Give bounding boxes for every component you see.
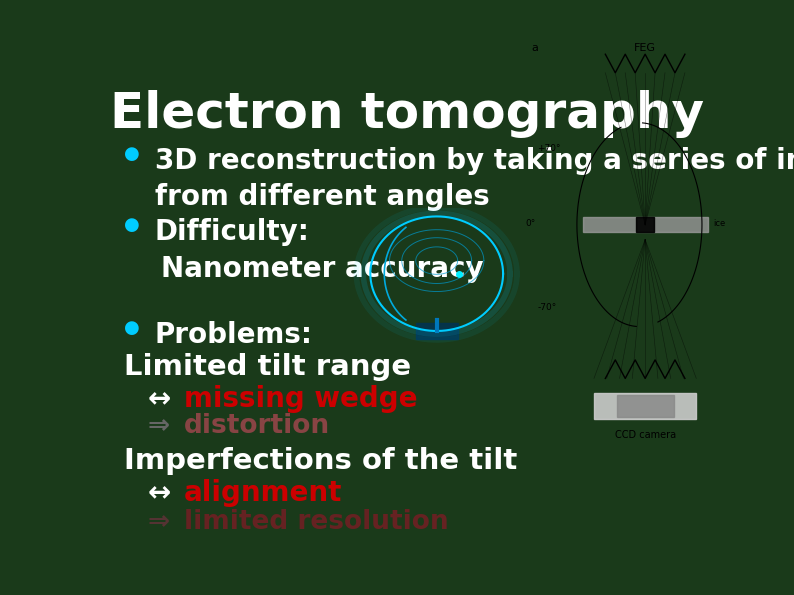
Bar <box>416 322 457 339</box>
Text: ⇒: ⇒ <box>148 413 179 439</box>
Text: FEG: FEG <box>634 42 656 52</box>
Text: from different angles: from different angles <box>155 183 489 211</box>
Text: Difficulty:: Difficulty: <box>155 218 310 246</box>
Bar <box>583 217 707 232</box>
Text: alignment: alignment <box>184 479 342 507</box>
Text: ●: ● <box>124 216 140 234</box>
Text: Imperfections of the tilt: Imperfections of the tilt <box>124 447 517 475</box>
Bar <box>594 393 696 419</box>
Bar <box>636 217 654 232</box>
Text: 3D reconstruction by taking a series of images: 3D reconstruction by taking a series of … <box>155 147 794 175</box>
Text: ice: ice <box>713 218 726 228</box>
Text: Problems:: Problems: <box>155 321 313 349</box>
Text: 0°: 0° <box>526 218 536 228</box>
Text: -70°: -70° <box>537 303 557 312</box>
Text: +70°: +70° <box>537 143 561 152</box>
Text: ↔: ↔ <box>148 385 181 414</box>
Text: ↔: ↔ <box>148 479 181 507</box>
Text: a: a <box>531 42 538 52</box>
Text: Electron tomography: Electron tomography <box>110 90 704 137</box>
Text: ●: ● <box>124 319 140 337</box>
Text: ●: ● <box>124 145 140 162</box>
Text: limited resolution: limited resolution <box>184 509 449 535</box>
Text: Limited tilt range: Limited tilt range <box>124 353 411 381</box>
Bar <box>617 395 673 417</box>
Text: ⇒: ⇒ <box>148 509 179 535</box>
Text: CCD camera: CCD camera <box>615 430 676 440</box>
Text: distortion: distortion <box>184 413 330 439</box>
Text: Nanometer accuracy: Nanometer accuracy <box>160 255 484 283</box>
Text: missing wedge: missing wedge <box>184 385 418 414</box>
